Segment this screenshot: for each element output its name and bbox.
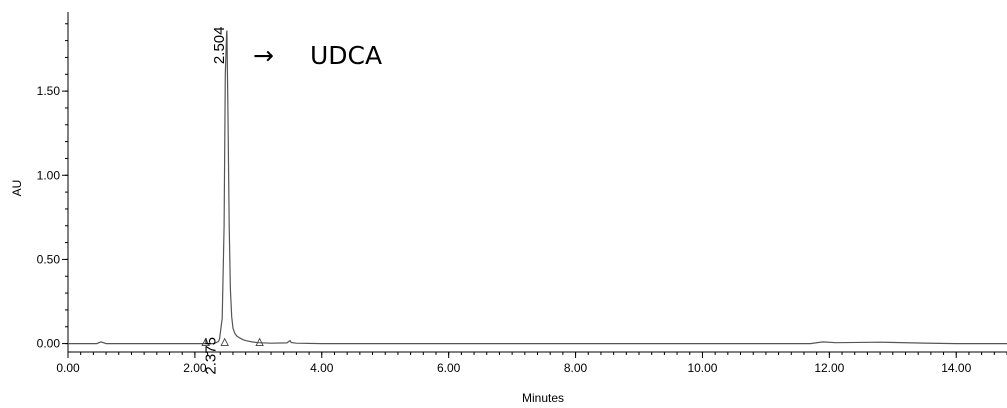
x-tick-label: 14.00 [941,361,971,375]
baseline-marker [201,337,210,347]
axes [67,12,1007,353]
x-tick-label: 4.00 [310,361,334,375]
peak-labels: 2.504 2.375 [203,27,228,375]
peak-label: 2.375 [203,337,220,375]
annotation-label: UDCA [310,41,382,70]
x-tick-label: 2.00 [183,361,207,375]
y-axis-title: AU [10,180,24,197]
udca-annotation: → UDCA [253,41,382,70]
y-ticks: 0.00 0.50 1.00 1.50 [37,84,68,351]
baseline-marker [220,337,229,347]
peak-label: 2.504 [211,27,228,65]
x-tick-label: 8.00 [564,361,588,375]
x-tick-label: 12.00 [814,361,844,375]
annotation-arrow-icon: → [253,41,274,70]
x-tick-label: 6.00 [437,361,461,375]
baseline-marker [255,337,264,347]
y-tick-label: 0.50 [37,252,61,266]
x-tick-label: 0.00 [56,361,80,375]
baseline-markers [201,337,264,347]
x-ticks: 0.00 2.00 4.00 6.00 8.00 10.00 12.00 14.00 [56,352,972,375]
y-tick-label: 0.00 [37,337,61,351]
x-axis-title: Minutes [522,391,564,405]
y-tick-label: 1.00 [37,168,61,182]
x-tick-label: 10.00 [687,361,717,375]
y-tick-label: 1.50 [37,84,61,98]
chromatogram-trace [68,30,1007,345]
